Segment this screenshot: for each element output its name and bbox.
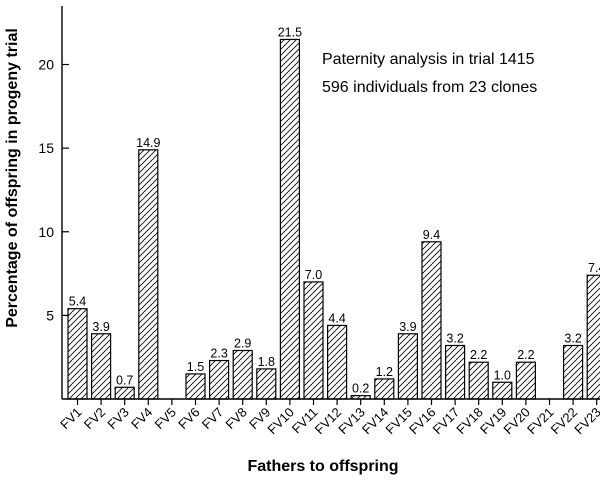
annotation-line-1: Paternity analysis in trial 1415 (322, 51, 535, 68)
bars (67, 38, 600, 400)
bar-fv18 (468, 361, 489, 400)
x-tick-label-fv22: FV22 (548, 405, 581, 438)
data-label-fv16: 9.4 (423, 228, 440, 242)
y-tick-label: 20 (38, 57, 54, 73)
x-tick-label-fv16: FV16 (406, 405, 439, 438)
x-tick-label-fv2: FV2 (81, 405, 108, 432)
data-label-fv15: 3.9 (399, 320, 416, 334)
y-tick-label: 5 (46, 307, 54, 323)
bar-fv8 (232, 349, 253, 400)
data-label-fv6: 1.5 (187, 360, 204, 374)
bar-fv4 (138, 149, 159, 400)
data-label-fv8: 2.9 (234, 337, 251, 351)
data-label-fv20: 2.2 (517, 348, 534, 362)
data-label-fv3: 0.7 (116, 373, 133, 387)
y-tick-label: 15 (38, 140, 54, 156)
data-label-fv7: 2.3 (210, 347, 227, 361)
data-labels: 5.4 3.9 0.7 14.9 1.5 2.3 2.9 1.8 21.5 7.0 4.4 0.2 1.… (69, 25, 600, 395)
x-tick-label-fv19: FV19 (477, 405, 510, 438)
data-label-fv2: 3.9 (92, 320, 109, 334)
x-tick-label-fv4: FV4 (128, 405, 155, 432)
x-axis-title: Fathers to offspring (247, 458, 398, 475)
bar-fv14 (374, 378, 395, 400)
bar-fv1 (67, 308, 88, 400)
data-label-fv13: 0.2 (352, 382, 369, 396)
x-tick-label-fv5: FV5 (152, 405, 179, 432)
bar-fv19 (492, 381, 513, 400)
x-tick-label-fv18: FV18 (453, 405, 486, 438)
x-tick-label-fv10: FV10 (264, 405, 297, 438)
x-tick-label-fv23: FV23 (571, 405, 600, 438)
bar-fv11 (303, 281, 324, 400)
x-tick-label-fv21: FV21 (524, 405, 557, 438)
data-label-fv1: 5.4 (69, 295, 86, 309)
data-label-fv12: 4.4 (328, 311, 345, 325)
bar-fv16 (421, 241, 442, 400)
x-tick-label-fv3: FV3 (104, 405, 131, 432)
bar-fv9 (256, 368, 277, 400)
bar-fv20 (515, 361, 537, 400)
x-tick-label-fv13: FV13 (335, 405, 368, 438)
x-tick-label-fv8: FV8 (222, 405, 249, 432)
x-tick-label-fv14: FV14 (359, 405, 392, 438)
x-tick-label-fv12: FV12 (312, 405, 345, 438)
bar-fv22 (562, 344, 584, 400)
bar-fv10 (279, 38, 300, 400)
y-tick-label: 10 (38, 224, 54, 240)
data-label-fv4: 14.9 (136, 136, 160, 150)
bar-fv6 (185, 373, 206, 400)
y-ticks: 5 10 15 20 (38, 57, 69, 323)
bar-fv17 (445, 344, 466, 400)
annotation-line-2: 596 individuals from 23 clones (322, 79, 537, 96)
bar-fv23 (586, 274, 600, 400)
x-ticks: FV1FV2FV3FV4FV5FV6FV7FV8FV9FV10FV11FV12F… (57, 399, 600, 437)
data-label-fv23: 7.4 (588, 261, 600, 275)
x-tick-label-fv7: FV7 (199, 405, 226, 432)
x-tick-label-fv6: FV6 (175, 405, 202, 432)
bar-fv2 (90, 333, 112, 400)
x-tick-label-fv20: FV20 (500, 405, 533, 438)
bar-fv12 (327, 324, 348, 400)
bar-fv3 (114, 386, 135, 400)
x-tick-label-fv17: FV17 (430, 405, 463, 438)
data-label-fv14: 1.2 (376, 365, 393, 379)
data-label-fv19: 1.0 (494, 368, 511, 382)
bar-fv7 (209, 359, 230, 400)
y-axis-title: Percentage of offspring in progeny trial (4, 28, 21, 328)
x-tick-label-fv1: FV1 (57, 405, 84, 432)
data-label-fv18: 2.2 (470, 348, 487, 362)
x-tick-label-fv15: FV15 (382, 405, 415, 438)
data-label-fv22: 3.2 (564, 331, 581, 345)
data-label-fv17: 3.2 (446, 331, 463, 345)
data-label-fv9: 1.8 (258, 355, 275, 369)
plot-area: 5.4 3.9 0.7 14.9 1.5 2.3 2.9 1.8 21.5 7.0 4.4 0.2 1.… (38, 6, 600, 437)
data-label-fv10: 21.5 (278, 25, 302, 39)
data-label-fv11: 7.0 (305, 268, 322, 282)
bar-fv15 (397, 333, 418, 400)
